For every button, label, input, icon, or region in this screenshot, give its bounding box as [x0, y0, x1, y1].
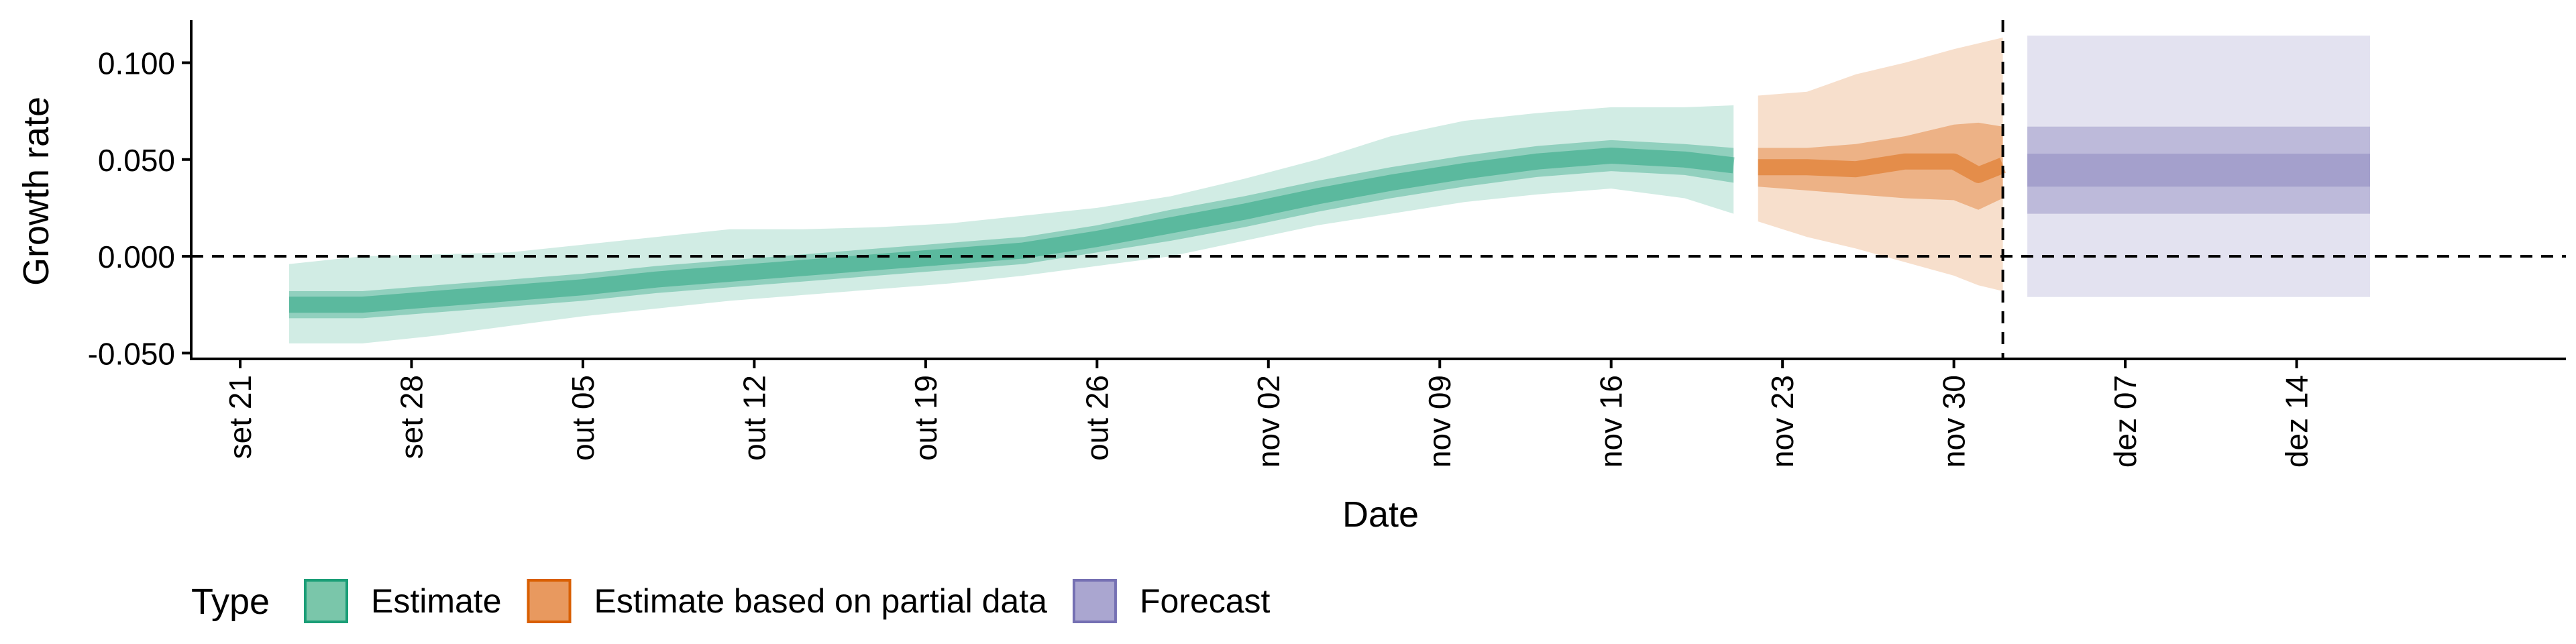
x-tick-label: nov 23	[1765, 375, 1800, 468]
x-tick-label: nov 09	[1422, 375, 1457, 468]
legend-swatch	[304, 579, 348, 623]
x-tick-label: out 12	[737, 375, 771, 461]
x-tick-label: nov 02	[1251, 375, 1286, 468]
series-1-outer-band	[1758, 38, 2003, 291]
legend-title: Type	[191, 582, 270, 622]
legend-label: Estimate based on partial data	[594, 582, 1048, 620]
x-axis-ticks: set 21 set 28 out 05 out 12 out 19 out 26 nov …	[223, 359, 2314, 468]
series-bands	[289, 36, 2370, 343]
x-tick-label: set 21	[223, 375, 258, 459]
series-1-inner-band	[1758, 122, 2003, 210]
y-axis-ticks: -0.050 0.000 0.050 0.100	[88, 46, 191, 371]
x-tick-label: out 19	[908, 375, 943, 461]
legend-swatch	[527, 579, 572, 623]
x-tick-label: dez 07	[2108, 375, 2143, 468]
series-2-outer-band	[2027, 36, 2370, 297]
y-tick-label: 0.100	[98, 46, 175, 80]
legend-label: Forecast	[1140, 582, 1271, 620]
legend: Type Estimate Estimate based on partial d…	[191, 579, 1271, 623]
reference-lines	[191, 20, 2566, 359]
series-0	[289, 105, 1735, 343]
series-2-inner-band	[2027, 126, 2370, 214]
series-1	[1758, 38, 2006, 291]
x-tick-label: set 28	[394, 375, 429, 459]
y-tick-label: -0.050	[88, 336, 175, 371]
series-0-inner-band	[289, 140, 1734, 319]
x-tick-label: dez 14	[2279, 375, 2314, 468]
x-tick-label: out 05	[566, 375, 600, 461]
axes	[190, 20, 2566, 360]
y-axis-label: Growth rate	[16, 97, 56, 286]
series-0-outer-band	[289, 105, 1734, 343]
x-tick-label: nov 30	[1937, 375, 1972, 468]
series-2	[2027, 36, 2370, 297]
x-axis-label: Date	[1342, 494, 1419, 535]
legend-swatch	[1072, 579, 1117, 623]
legend-label: Estimate	[371, 582, 502, 620]
y-tick-label: 0.000	[98, 239, 175, 274]
series-0-median-line	[289, 148, 1735, 313]
series-2-core-band	[2027, 154, 2370, 187]
x-tick-label: nov 16	[1594, 375, 1629, 468]
x-tick-label: out 26	[1079, 375, 1114, 461]
series-1-median-line	[1758, 153, 2006, 183]
y-tick-label: 0.050	[98, 143, 175, 178]
